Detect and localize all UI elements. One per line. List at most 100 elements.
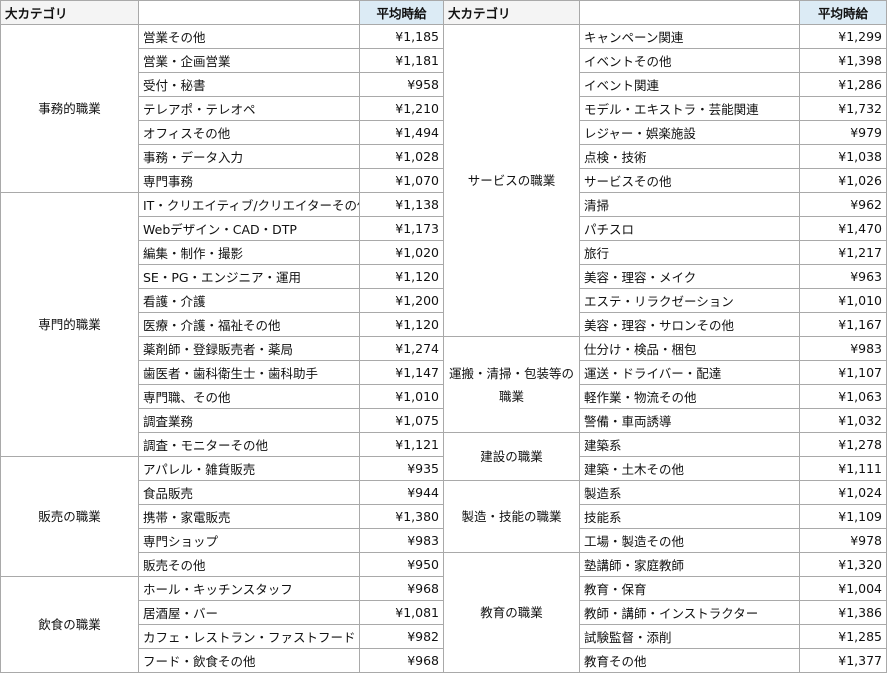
- subcategory-cell: 営業その他: [138, 24, 360, 49]
- data-row: 教師・講師・インストラクター ¥1,386: [444, 600, 887, 625]
- subcategory-cell: ホール・キッチンスタッフ: [138, 576, 360, 601]
- data-row: 美容・理容・サロンその他 ¥1,167: [444, 312, 887, 337]
- header-blank: [138, 0, 360, 25]
- data-row: エステ・リラクゼーション ¥1,010: [444, 288, 887, 313]
- price-table: 大カテゴリ 平均時給 事務的職業 営業その他 ¥1,185 営業・企画営業 ¥1,181 受付…: [0, 0, 444, 673]
- price-cell: ¥982: [359, 624, 444, 649]
- data-row: レジャー・娯楽施設 ¥979: [444, 120, 887, 145]
- price-cell: ¥1,167: [799, 312, 887, 337]
- price-cell: ¥1,081: [359, 600, 444, 625]
- subcategory-cell: 仕分け・検品・梱包: [579, 336, 800, 361]
- data-row: 飲食の職業 ホール・キッチンスタッフ ¥968: [0, 576, 444, 673]
- subcategory-cell: イベント関連: [579, 72, 800, 97]
- price-cell: ¥1,024: [799, 480, 887, 505]
- price-cell: ¥1,121: [359, 432, 444, 457]
- subcategory-cell: 専門職、その他: [138, 384, 360, 409]
- subcategory-cell: 製造系: [579, 480, 800, 505]
- price-cell: ¥1,004: [799, 576, 887, 601]
- category-cell: 販売の職業: [0, 456, 139, 577]
- header-row: 大カテゴリ 平均時給: [443, 0, 887, 25]
- price-cell: ¥1,494: [359, 120, 444, 145]
- subcategory-cell: 看護・介護: [138, 288, 360, 313]
- subcategory-cell: サービスその他: [579, 168, 800, 193]
- price-cell: ¥1,274: [359, 336, 444, 361]
- subcategory-cell: 軽作業・物流その他: [579, 384, 800, 409]
- price-cell: ¥1,032: [799, 408, 887, 433]
- price-cell: ¥1,470: [799, 216, 887, 241]
- price-cell: ¥983: [799, 336, 887, 361]
- data-row: 軽作業・物流その他 ¥1,063: [444, 384, 887, 409]
- price-cell: ¥983: [359, 528, 444, 553]
- data-row: 薬剤師・登録販売者・薬局 ¥1,274: [1, 336, 444, 361]
- data-row: パチスロ ¥1,470: [444, 216, 887, 241]
- price-cell: ¥1,286: [799, 72, 887, 97]
- category-cell: サービスの職業: [443, 24, 580, 337]
- price-cell: ¥935: [359, 456, 444, 481]
- subcategory-cell: IT・クリエイティブ/クリエイターその他: [138, 192, 360, 217]
- price-cell: ¥1,111: [799, 456, 887, 481]
- price-cell: ¥968: [359, 576, 444, 601]
- price-cell: ¥1,320: [799, 552, 887, 577]
- subcategory-cell: 警備・車両誘導: [579, 408, 800, 433]
- price-cell: ¥1,028: [359, 144, 444, 169]
- subcategory-cell: パチスロ: [579, 216, 800, 241]
- subcategory-cell: キャンペーン関連: [579, 24, 800, 49]
- subcategory-cell: Webデザイン・CAD・DTP: [138, 216, 360, 241]
- category-cell: 飲食の職業: [0, 576, 139, 673]
- subcategory-cell: 営業・企画営業: [138, 48, 360, 73]
- subcategory-cell: 薬剤師・登録販売者・薬局: [138, 336, 360, 361]
- data-row: 販売その他 ¥950: [1, 552, 444, 577]
- price-cell: ¥1,147: [359, 360, 444, 385]
- category-cell: 事務的職業: [0, 24, 139, 193]
- price-cell: ¥962: [799, 192, 887, 217]
- price-cell: ¥1,398: [799, 48, 887, 73]
- subcategory-cell: 旅行: [579, 240, 800, 265]
- price-cell: ¥1,210: [359, 96, 444, 121]
- price-cell: ¥1,732: [799, 96, 887, 121]
- price-cell: ¥1,217: [799, 240, 887, 265]
- price-cell: ¥1,138: [359, 192, 444, 217]
- header-category: 大カテゴリ: [0, 0, 139, 25]
- subcategory-cell: レジャー・娯楽施設: [579, 120, 800, 145]
- data-row: 教育の職業 塾講師・家庭教師 ¥1,320: [443, 552, 887, 673]
- price-cell: ¥1,107: [799, 360, 887, 385]
- price-cell: ¥1,185: [359, 24, 444, 49]
- price-table: 大カテゴリ 平均時給 サービスの職業 キャンペーン関連 ¥1,299 イベントその他 ¥1,…: [443, 0, 887, 673]
- data-row: オフィスその他 ¥1,494: [1, 120, 444, 145]
- subcategory-cell: 塾講師・家庭教師: [579, 552, 800, 577]
- price-cell: ¥1,181: [359, 48, 444, 73]
- subcategory-cell: 医療・介護・福祉その他: [138, 312, 360, 337]
- data-row: 販売の職業 アパレル・雑貨販売 ¥935: [0, 456, 444, 577]
- price-cell: ¥1,109: [799, 504, 887, 529]
- category-cell: 運搬・清掃・包装等の職業: [443, 336, 580, 433]
- subcategory-cell: 建築系: [579, 432, 800, 457]
- price-cell: ¥1,063: [799, 384, 887, 409]
- header-row: 大カテゴリ 平均時給: [0, 0, 444, 25]
- data-row: 事務的職業 営業その他 ¥1,185: [0, 24, 444, 193]
- data-row: 歯医者・歯科衛生士・歯科助手 ¥1,147: [1, 360, 444, 385]
- subcategory-cell: 調査・モニターその他: [138, 432, 360, 457]
- subcategory-cell: 携帯・家電販売: [138, 504, 360, 529]
- subcategory-cell: 点検・技術: [579, 144, 800, 169]
- subcategory-cell: 運送・ドライバー・配達: [579, 360, 800, 385]
- subcategory-cell: 歯医者・歯科衛生士・歯科助手: [138, 360, 360, 385]
- price-cell: ¥1,075: [359, 408, 444, 433]
- subcategory-cell: 事務・データ入力: [138, 144, 360, 169]
- header-blank: [579, 0, 800, 25]
- subcategory-cell: 技能系: [579, 504, 800, 529]
- subcategory-cell: 工場・製造その他: [579, 528, 800, 553]
- data-row: 清掃 ¥962: [444, 192, 887, 217]
- category-cell: 専門的職業: [0, 192, 139, 457]
- price-cell: ¥950: [359, 552, 444, 577]
- price-cell: ¥1,038: [799, 144, 887, 169]
- price-cell: ¥1,377: [799, 648, 887, 673]
- data-row: 工場・製造その他 ¥978: [444, 528, 887, 553]
- subcategory-cell: 居酒屋・バー: [138, 600, 360, 625]
- category-cell: 教育の職業: [443, 552, 580, 673]
- subcategory-cell: モデル・エキストラ・芸能関連: [579, 96, 800, 121]
- subcategory-cell: テレアポ・テレオペ: [138, 96, 360, 121]
- data-row: 携帯・家電販売 ¥1,380: [1, 504, 444, 529]
- price-cell: ¥1,380: [359, 504, 444, 529]
- subcategory-cell: 受付・秘書: [138, 72, 360, 97]
